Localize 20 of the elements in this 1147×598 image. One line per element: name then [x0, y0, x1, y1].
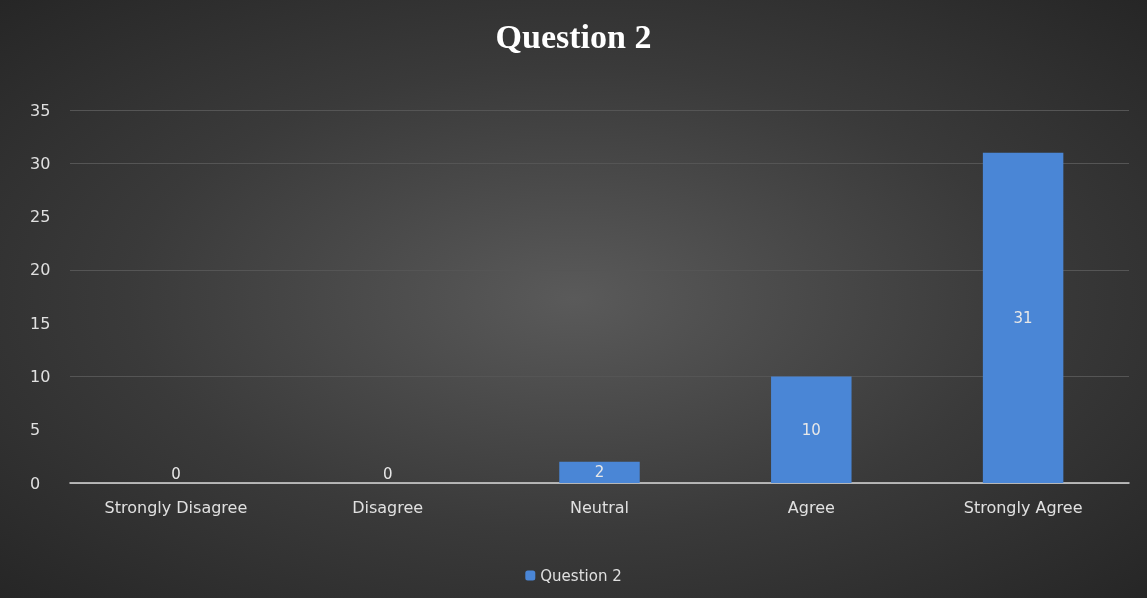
y-tick-label: 20: [30, 260, 51, 280]
x-tick-label: Strongly Agree: [963, 497, 1083, 517]
legend-label: Question 2: [540, 566, 622, 585]
x-tick-label: Disagree: [352, 497, 424, 517]
x-tick-label: Neutral: [569, 497, 630, 517]
y-tick-label: 25: [30, 207, 51, 227]
data-label: 31: [1013, 308, 1033, 327]
y-tick-label: 30: [30, 153, 51, 173]
y-tick-label: 5: [30, 420, 41, 440]
chart-title: Question 2: [495, 17, 652, 55]
x-tick-label: Agree: [787, 497, 835, 517]
y-tick-label: 15: [30, 313, 51, 333]
data-label: 10: [801, 420, 821, 439]
data-label: 2: [594, 463, 605, 482]
data-label: 0: [382, 464, 393, 483]
y-tick-label: 0: [30, 473, 41, 493]
y-tick-label: 35: [30, 100, 51, 120]
y-tick-label: 10: [30, 366, 51, 386]
x-tick-label: Strongly Disagree: [104, 497, 248, 517]
data-label: 0: [171, 464, 181, 483]
